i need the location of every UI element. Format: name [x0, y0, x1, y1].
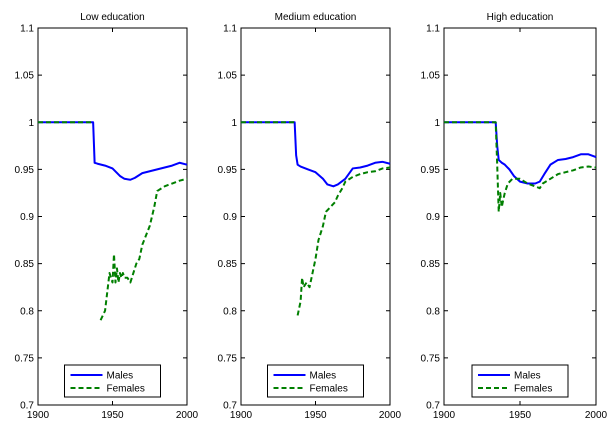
series-line-males	[241, 121, 391, 188]
x-tick-label: 2000	[379, 410, 402, 421]
y-tick-label: 1	[231, 118, 237, 129]
x-tick-label: 1950	[304, 410, 327, 421]
legend-label: Females	[514, 384, 552, 395]
y-tick-label: 0.8	[20, 306, 34, 317]
y-tick-label: 1	[28, 118, 34, 129]
legend: Males Females	[267, 364, 364, 398]
y-tick-label: 1.1	[20, 24, 34, 35]
y-tick-label: 0.8	[426, 306, 440, 317]
y-tick-label: 0.95	[421, 165, 441, 176]
y-tick-label: 0.75	[15, 353, 35, 364]
series-line-females	[38, 121, 188, 321]
series-line-females	[444, 121, 597, 213]
x-tick-label: 1950	[509, 410, 532, 421]
legend-label: Males	[107, 371, 134, 382]
chart-panel-3: High education 0.7 0.75 0.8 0.85 0.9 0.95 1 1.05…	[421, 12, 607, 421]
axes-box	[37, 27, 188, 406]
axes-box	[443, 27, 597, 406]
x-tick-label: 1950	[101, 410, 124, 421]
panel-title: Medium education	[275, 12, 357, 23]
y-tick-label: 1.1	[223, 24, 237, 35]
axes-box	[240, 27, 391, 406]
legend-label: Males	[310, 371, 337, 382]
y-tick-label: 0.75	[218, 353, 238, 364]
legend-label: Males	[514, 371, 541, 382]
x-tick-label: 2000	[585, 410, 607, 421]
x-tick-label: 2000	[176, 410, 199, 421]
y-tick-label: 0.7	[223, 401, 237, 412]
series-line-males	[38, 121, 188, 181]
y-tick-label: 1.05	[218, 71, 238, 82]
y-tick-label: 1	[434, 118, 440, 129]
y-tick-label: 0.9	[223, 212, 237, 223]
y-tick-label: 0.7	[20, 401, 34, 412]
y-tick-label: 0.9	[426, 212, 440, 223]
legend-box	[64, 364, 161, 398]
chart-panel-1: Low education 0.7 0.75 0.8 0.85 0.9 0.95 1 1.05 1…	[15, 12, 199, 421]
y-tick-label: 1.1	[426, 24, 440, 35]
y-tick-label: 0.85	[218, 259, 238, 270]
y-tick-label: 0.85	[421, 259, 441, 270]
y-tick-label: 0.9	[20, 212, 34, 223]
x-tick-label: 1900	[27, 410, 50, 421]
y-tick-label: 1.05	[421, 71, 441, 82]
series-line-males	[444, 121, 597, 185]
legend-box	[471, 364, 569, 398]
x-tick-label: 1900	[230, 410, 253, 421]
y-tick-label: 0.8	[223, 306, 237, 317]
y-tick-label: 0.7	[426, 401, 440, 412]
x-tick-label: 1900	[433, 410, 456, 421]
y-tick-label: 0.95	[218, 165, 238, 176]
legend: Males Females	[471, 364, 569, 398]
legend-label: Females	[107, 384, 145, 395]
y-tick-label: 0.75	[421, 353, 441, 364]
series-line-females	[241, 121, 391, 316]
y-tick-label: 0.95	[15, 165, 35, 176]
legend-label: Females	[310, 384, 348, 395]
panel-title: Low education	[80, 12, 145, 23]
chart-panel-2: Medium education 0.7 0.75 0.8 0.85 0.9 0.95 1 1.…	[218, 12, 402, 421]
y-tick-label: 1.05	[15, 71, 35, 82]
legend-box	[267, 364, 364, 398]
y-tick-label: 0.85	[15, 259, 35, 270]
panel-title: High education	[487, 12, 554, 23]
legend: Males Females	[64, 364, 161, 398]
